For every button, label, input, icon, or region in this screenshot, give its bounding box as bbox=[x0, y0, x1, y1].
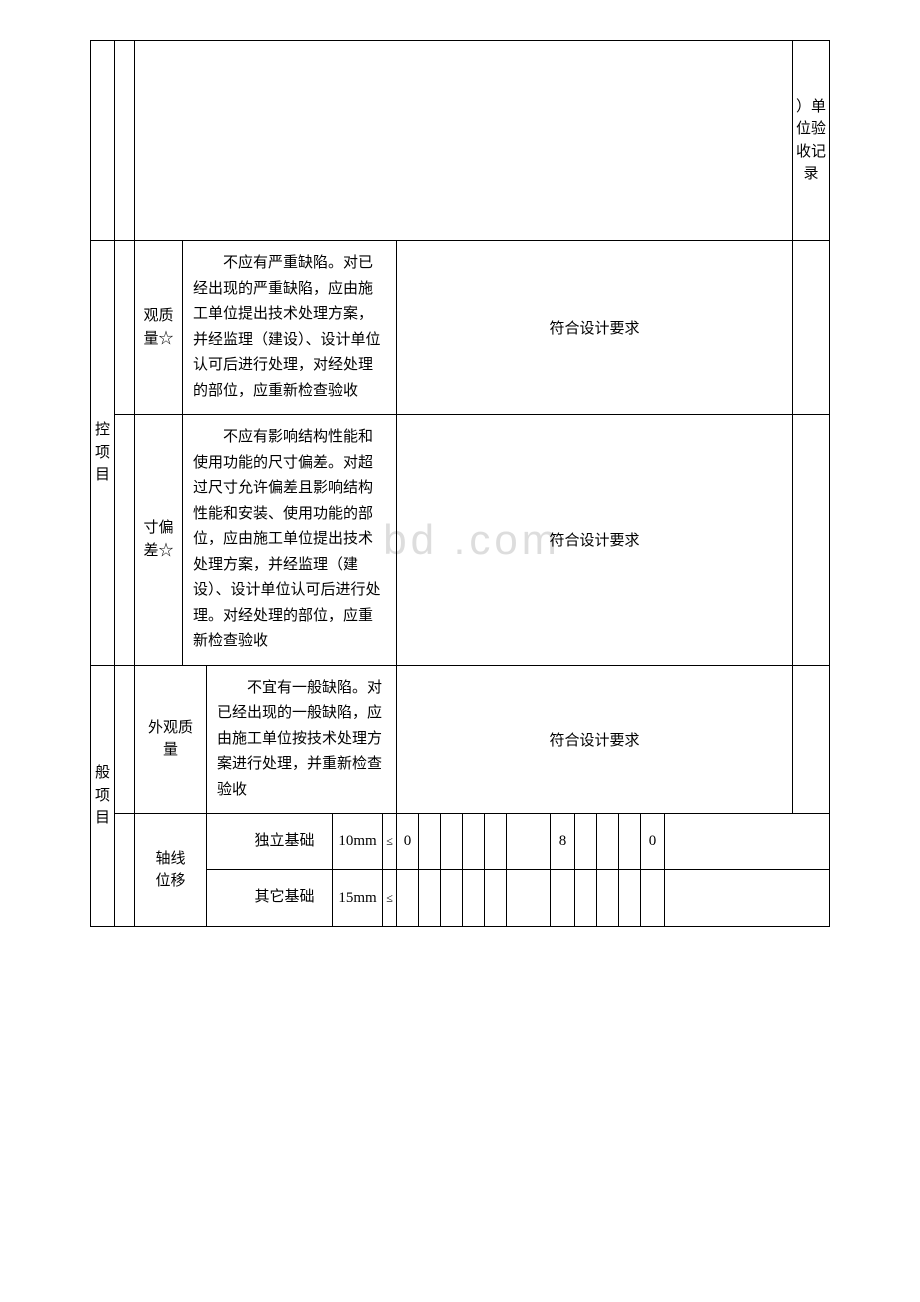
verify-cell bbox=[793, 415, 829, 665]
m-cell bbox=[441, 870, 463, 926]
requirement-content: 不宜有一般缺陷。对已经出现的一般缺陷，应由施工单位按技术处理方案进行处理，并重新… bbox=[217, 680, 382, 798]
m-cell bbox=[463, 814, 485, 869]
verify-cell bbox=[793, 666, 829, 814]
row-idx bbox=[115, 814, 135, 926]
main-group-label-cell: 控项目 bbox=[91, 241, 115, 665]
row-idx bbox=[115, 666, 135, 814]
table-row: bd .com 寸偏差☆ 不应有影响结构性能和使用功能的尺寸偏差。对超过尺寸允许… bbox=[115, 415, 829, 665]
m-cell bbox=[441, 814, 463, 869]
measure-items: 独立基础 10mm ≤ 0 8 bbox=[207, 814, 829, 926]
general-group-label-cell: 般项目 bbox=[91, 666, 115, 927]
m-cell: 0 bbox=[641, 814, 665, 869]
requirement-content: 不应有严重缺陷。对已经出现的严重缺陷，应由施工单位提出技术处理方案，并经监理（建… bbox=[193, 255, 381, 399]
requirement-text: 不应有严重缺陷。对已经出现的严重缺陷，应由施工单位提出技术处理方案，并经监理（建… bbox=[185, 245, 394, 410]
result-cell: 符合设计要求 bbox=[397, 241, 793, 414]
requirement-cell: 不应有影响结构性能和使用功能的尺寸偏差。对超过尺寸允许偏差且影响结构性能和安装、… bbox=[183, 415, 397, 665]
m-cell: 0 bbox=[397, 814, 419, 869]
m-cell bbox=[575, 870, 597, 926]
row-idx bbox=[115, 241, 135, 414]
requirement-cell: 不宜有一般缺陷。对已经出现的一般缺陷，应由施工单位按技术处理方案进行处理，并重新… bbox=[207, 666, 397, 814]
m-cell bbox=[641, 870, 665, 926]
m-cell bbox=[551, 870, 575, 926]
sub-name: 独立基础 bbox=[218, 827, 320, 857]
general-group: 般项目 外观质量 不宜有一般缺陷。对已经出现的一般缺陷，应由施工单位按技术处理方… bbox=[91, 666, 829, 928]
m-cell bbox=[597, 870, 619, 926]
main-group: 控项目 观质量☆ 不应有严重缺陷。对已经出现的严重缺陷，应由施工单位提出技术处理… bbox=[91, 241, 829, 666]
sub-name-text: 独立基础 bbox=[254, 833, 314, 849]
m-cell bbox=[463, 870, 485, 926]
general-group-label: 般项目 bbox=[93, 762, 112, 830]
group-name-cell: 轴线 位移 bbox=[135, 814, 207, 926]
m-cell bbox=[507, 814, 551, 869]
table-row: 外观质量 不宜有一般缺陷。对已经出现的一般缺陷，应由施工单位按技术处理方案进行处… bbox=[115, 666, 829, 815]
table-row: 观质量☆ 不应有严重缺陷。对已经出现的严重缺陷，应由施工单位提出技术处理方案，并… bbox=[115, 241, 829, 415]
header-mid bbox=[135, 41, 793, 240]
sub-name-text: 其它基础 bbox=[254, 889, 314, 905]
sub-name-cell: 其它基础 bbox=[207, 870, 333, 926]
m-cell bbox=[619, 870, 641, 926]
measure-row: 独立基础 10mm ≤ 0 8 bbox=[207, 814, 829, 870]
header-cat bbox=[91, 41, 115, 240]
verify-cell bbox=[793, 241, 829, 414]
tolerance-cell: 15mm bbox=[333, 870, 383, 926]
result-text: 符合设计要求 bbox=[549, 317, 639, 338]
row-name: 观质量☆ bbox=[137, 305, 180, 350]
verify-cell bbox=[665, 870, 701, 926]
m-cell bbox=[507, 870, 551, 926]
symbol-cell: ≤ bbox=[383, 814, 397, 869]
main-group-label: 控项目 bbox=[93, 419, 112, 487]
header-row: ）单位验收记录 bbox=[91, 41, 829, 241]
measure-row: 其它基础 15mm ≤ bbox=[207, 870, 829, 926]
m-cell bbox=[397, 870, 419, 926]
requirement-text: 不应有影响结构性能和使用功能的尺寸偏差。对超过尺寸允许偏差且影响结构性能和安装、… bbox=[185, 419, 394, 661]
general-group-rows: 外观质量 不宜有一般缺陷。对已经出现的一般缺陷，应由施工单位按技术处理方案进行处… bbox=[115, 666, 829, 927]
tolerance-cell: 10mm bbox=[333, 814, 383, 869]
sub-name-cell: 独立基础 bbox=[207, 814, 333, 869]
m-cell bbox=[485, 814, 507, 869]
verify-cell bbox=[665, 814, 701, 869]
requirement-cell: 不应有严重缺陷。对已经出现的严重缺陷，应由施工单位提出技术处理方案，并经监理（建… bbox=[183, 241, 397, 414]
requirement-text: 不宜有一般缺陷。对已经出现的一般缺陷，应由施工单位按技术处理方案进行处理，并重新… bbox=[209, 670, 394, 810]
m-cell bbox=[419, 814, 441, 869]
row-name-cell: 外观质量 bbox=[135, 666, 207, 814]
result-cell: 符合设计要求 bbox=[397, 666, 793, 814]
m-cell bbox=[575, 814, 597, 869]
result-cell: 符合设计要求 bbox=[397, 415, 793, 665]
m-cell bbox=[597, 814, 619, 869]
tolerance-value: 10mm bbox=[338, 833, 376, 850]
header-last: ）单位验收记录 bbox=[793, 41, 829, 240]
main-group-rows: 观质量☆ 不应有严重缺陷。对已经出现的严重缺陷，应由施工单位提出技术处理方案，并… bbox=[115, 241, 829, 665]
measure-group: 轴线 位移 独立基础 10mm ≤ 0 bbox=[115, 814, 829, 926]
header-idx bbox=[115, 41, 135, 240]
m-cell bbox=[419, 870, 441, 926]
inspection-table: ）单位验收记录 控项目 观质量☆ 不应有严重缺陷。对已经出现的严重缺陷，应由施工… bbox=[90, 40, 830, 927]
requirement-content: 不应有影响结构性能和使用功能的尺寸偏差。对超过尺寸允许偏差且影响结构性能和安装、… bbox=[193, 429, 381, 649]
m-cell bbox=[619, 814, 641, 869]
row-name-cell: 寸偏差☆ bbox=[135, 415, 183, 665]
row-name: 寸偏差☆ bbox=[137, 517, 180, 562]
row-idx bbox=[115, 415, 135, 665]
result-text: 符合设计要求 bbox=[549, 729, 639, 750]
symbol-cell: ≤ bbox=[383, 870, 397, 926]
m-cell: 8 bbox=[551, 814, 575, 869]
m-cell bbox=[485, 870, 507, 926]
sub-name: 其它基础 bbox=[218, 883, 320, 913]
header-last-label: ）单位验收记录 bbox=[795, 96, 827, 186]
result-text: 符合设计要求 bbox=[549, 529, 639, 550]
row-name: 外观质量 bbox=[137, 717, 204, 762]
group-name: 轴线 位移 bbox=[137, 848, 204, 893]
row-name-cell: 观质量☆ bbox=[135, 241, 183, 414]
tolerance-value: 15mm bbox=[338, 890, 376, 907]
